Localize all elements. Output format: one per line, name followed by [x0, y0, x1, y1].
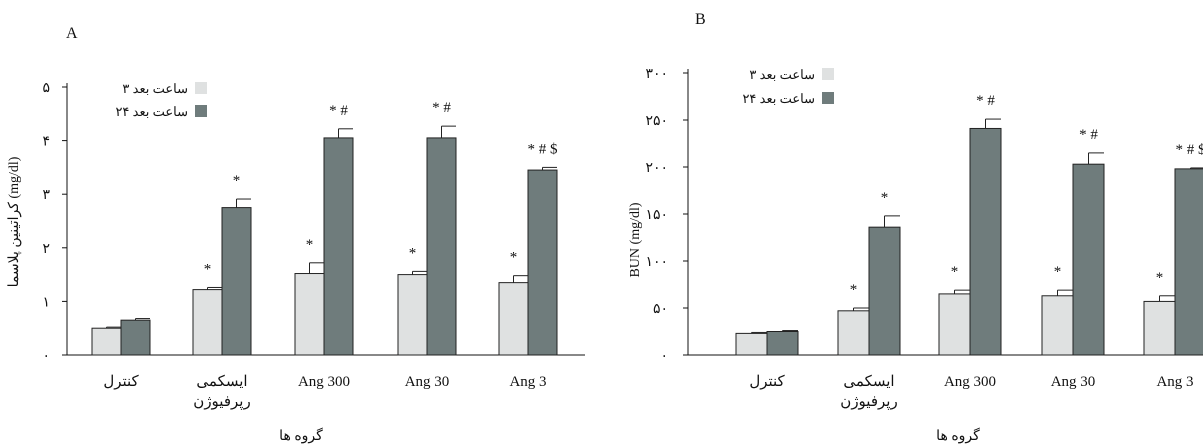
panel-b-y-tick-label: ۲۵۰	[645, 114, 668, 129]
panel-a-category-label: رپرفیوژن	[193, 394, 250, 410]
panel-a-legend-label: ۲۴ ساعت بعد	[115, 104, 188, 119]
panel-b-bar-s2	[766, 331, 799, 356]
panel-a-significance-mark: *	[204, 261, 212, 277]
panel-a-x-axis-title: گروه ها	[279, 427, 323, 444]
panel-a-bar-s2	[120, 319, 151, 356]
panel-a-significance-mark: *	[306, 237, 314, 253]
panel-a-bar-s1	[397, 274, 428, 356]
panel-a-significance-mark: *	[510, 250, 518, 266]
panel-b-y-tick-label: ۲۰۰	[645, 161, 668, 176]
panel-b-bar-s1	[1143, 300, 1176, 356]
panel-b-significance-mark: *	[850, 282, 858, 298]
panel-b-bar-s2	[1174, 168, 1203, 356]
panel-b-legend-label: ۳ ساعت بعد	[749, 67, 815, 82]
panel-a-bar-s1	[294, 273, 325, 356]
panel-a-y-tick-label: ۵	[42, 81, 50, 96]
panel-a-significance-mark: *	[233, 173, 241, 189]
panel-a-category-label: Ang 30	[405, 374, 450, 390]
panel-b-label: B	[695, 11, 706, 28]
panel-b-legend-swatch	[822, 68, 834, 80]
panel-b-significance-mark: *	[881, 190, 889, 206]
panel-a-y-tick-label: ۱	[42, 295, 50, 310]
panel-a-y-tick-label: ۰	[42, 349, 50, 364]
panel-b-category-label: Ang 300	[944, 374, 996, 390]
panel-a-y-tick-label: ۴	[42, 135, 50, 150]
panel-b-y-tick-label: ۱۰۰	[645, 255, 668, 270]
panel-a-y-tick-label: ۳	[42, 188, 50, 203]
panel-b-x-axis-title: گروه ها	[936, 427, 980, 444]
panel-b-category-label: Ang 3	[1156, 374, 1193, 390]
panel-b-category-label: کنترل	[749, 374, 785, 390]
panel-a-significance-mark: *	[409, 245, 417, 261]
panel-b-legend-swatch	[822, 92, 834, 104]
panel-a-category-label: Ang 3	[509, 374, 546, 390]
panel-b-bar-s1	[938, 293, 971, 356]
panel-a-legend-swatch	[195, 82, 207, 94]
panel-a-bar-s1	[192, 289, 223, 356]
panel-a-bar-s2	[527, 169, 558, 356]
panel-b-significance-mark: * #	[976, 93, 995, 109]
panel-a-label: A	[66, 25, 78, 42]
panel-b-category-label: Ang 30	[1051, 374, 1096, 390]
panel-a-significance-mark: * #	[329, 103, 348, 119]
panel-a-bar-s1	[498, 282, 529, 356]
panel-a-y-axis-title: کراتینین پلاسما (mg/dl)	[7, 156, 22, 287]
panel-b-significance-mark: *	[1156, 270, 1164, 286]
panel-b-bar-s2	[969, 127, 1002, 356]
panel-b-bar-s1	[837, 310, 870, 356]
panel-b-significance-mark: *	[1054, 264, 1062, 280]
panel-a-category-label: ایسکمی	[196, 374, 247, 390]
panel-b-bar-s2	[868, 226, 901, 356]
panel-b-y-tick-label: ۵۰	[653, 302, 668, 317]
panel-b-category-label: ایسکمی	[843, 374, 894, 390]
panel-b-bar-s1	[735, 332, 768, 356]
panel-b-bar-s1	[1041, 295, 1074, 356]
panel-a-bar-s2	[323, 137, 354, 356]
panel-b-y-tick-label: ۳۰۰	[645, 67, 668, 82]
panel-a-significance-mark: * #	[432, 100, 451, 116]
panel-b-significance-mark: *	[951, 264, 959, 280]
panel-b-legend-label: ۲۴ ساعت بعد	[742, 91, 815, 106]
panel-b-significance-mark: * # $	[1176, 142, 1203, 158]
panel-a-category-label: کنترل	[103, 374, 139, 390]
panel-a-category-label: Ang 300	[298, 374, 350, 390]
panel-a-significance-mark: * # $	[528, 141, 559, 157]
panel-a-bar-s2	[221, 207, 252, 356]
panel-b-category-label: رپرفیوژن	[840, 394, 897, 410]
panel-a-legend-label: ۳ ساعت بعد	[122, 81, 188, 96]
panel-b-y-tick-label: ۰	[660, 349, 668, 364]
panel-a-bar-s1	[91, 327, 122, 356]
panel-b-y-tick-label: ۱۵۰	[645, 208, 668, 223]
panel-a-legend-swatch	[195, 105, 207, 117]
panel-b-bar-s2	[1072, 163, 1105, 356]
panel-b-y-axis-title: BUN (mg/dl)	[628, 202, 643, 277]
panel-b-significance-mark: * #	[1079, 127, 1098, 143]
panel-a-bar-s2	[426, 137, 457, 356]
panel-a-y-tick-label: ۲	[42, 242, 50, 257]
